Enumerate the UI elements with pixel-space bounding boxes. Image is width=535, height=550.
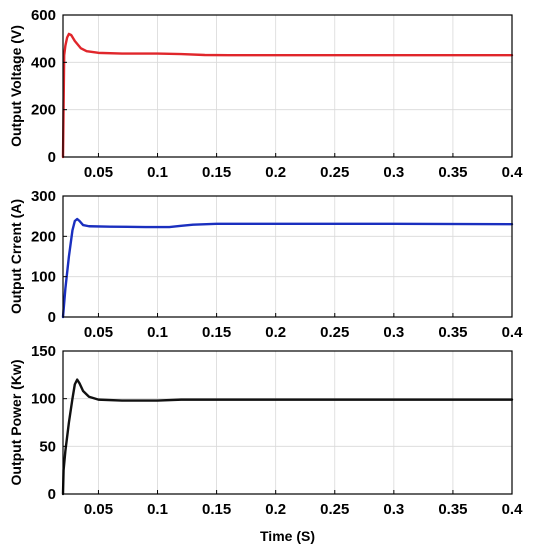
y-tick-label: 100	[31, 269, 56, 286]
axes-frame	[62, 14, 513, 158]
x-tick-label: 0.05	[84, 501, 113, 518]
x-tick-label: 0.3	[383, 164, 404, 181]
x-tick-label: 0.2	[265, 164, 286, 181]
y-tick-label: 0	[48, 486, 56, 503]
y-axis-title: Output Power (Kw)	[8, 360, 24, 486]
axes-frame	[62, 350, 513, 495]
axes-frame	[62, 195, 513, 318]
series-line	[61, 378, 514, 496]
y-tick-label: 50	[39, 438, 56, 455]
panel-1: 0.05 0.1 0.15 0.2 0.25 0.3 0.35 0.4 0 200 400 600 Ou…	[8, 7, 523, 181]
panel-3: 0.05 0.1 0.15 0.2 0.25 0.3 0.35 0.4 0 50 100 150 Out…	[8, 343, 523, 544]
y-tick-label: 200	[31, 102, 56, 119]
plot-area	[63, 351, 512, 494]
y-tick-label: 0	[48, 309, 56, 326]
x-tick-label: 0.15	[202, 324, 231, 341]
x-tick-label: 0.3	[383, 501, 404, 518]
x-tick-label: 0.15	[202, 164, 231, 181]
x-tick-label: 0.35	[438, 324, 467, 341]
series-line	[61, 217, 514, 319]
y-tick-label: 400	[31, 54, 56, 71]
x-tick-label: 0.3	[383, 324, 404, 341]
x-tick-label: 0.1	[147, 324, 168, 341]
y-axis-title: Output Voltage (V)	[8, 25, 24, 147]
plot-area	[63, 196, 512, 317]
x-tick-label: 0.05	[84, 324, 113, 341]
y-tick-label: 100	[31, 391, 56, 408]
x-axis-title: Time (S)	[260, 528, 315, 544]
series-line	[61, 32, 514, 159]
y-tick-label: 600	[31, 7, 56, 24]
plot-area	[63, 15, 512, 157]
x-tick-label: 0.2	[265, 501, 286, 518]
x-tick-label: 0.1	[147, 501, 168, 518]
y-tick-label: 200	[31, 228, 56, 245]
y-tick-label: 0	[48, 149, 56, 166]
x-tick-label: 0.35	[438, 164, 467, 181]
x-tick-label: 0.2	[265, 324, 286, 341]
y-tick-label: 300	[31, 188, 56, 205]
x-tick-label: 0.4	[502, 324, 524, 341]
x-tick-label: 0.25	[320, 164, 349, 181]
y-tick-label: 150	[31, 343, 56, 360]
x-tick-label: 0.25	[320, 501, 349, 518]
y-axis-title: Output Crrent (A)	[8, 199, 24, 314]
x-tick-label: 0.1	[147, 164, 168, 181]
x-tick-label: 0.4	[502, 501, 524, 518]
x-tick-label: 0.35	[438, 501, 467, 518]
x-tick-label: 0.4	[502, 164, 524, 181]
panel-2: 0.05 0.1 0.15 0.2 0.25 0.3 0.35 0.4 0 100 200 300 Ou…	[8, 188, 523, 341]
x-tick-label: 0.25	[320, 324, 349, 341]
x-tick-label: 0.05	[84, 164, 113, 181]
x-tick-label: 0.15	[202, 501, 231, 518]
